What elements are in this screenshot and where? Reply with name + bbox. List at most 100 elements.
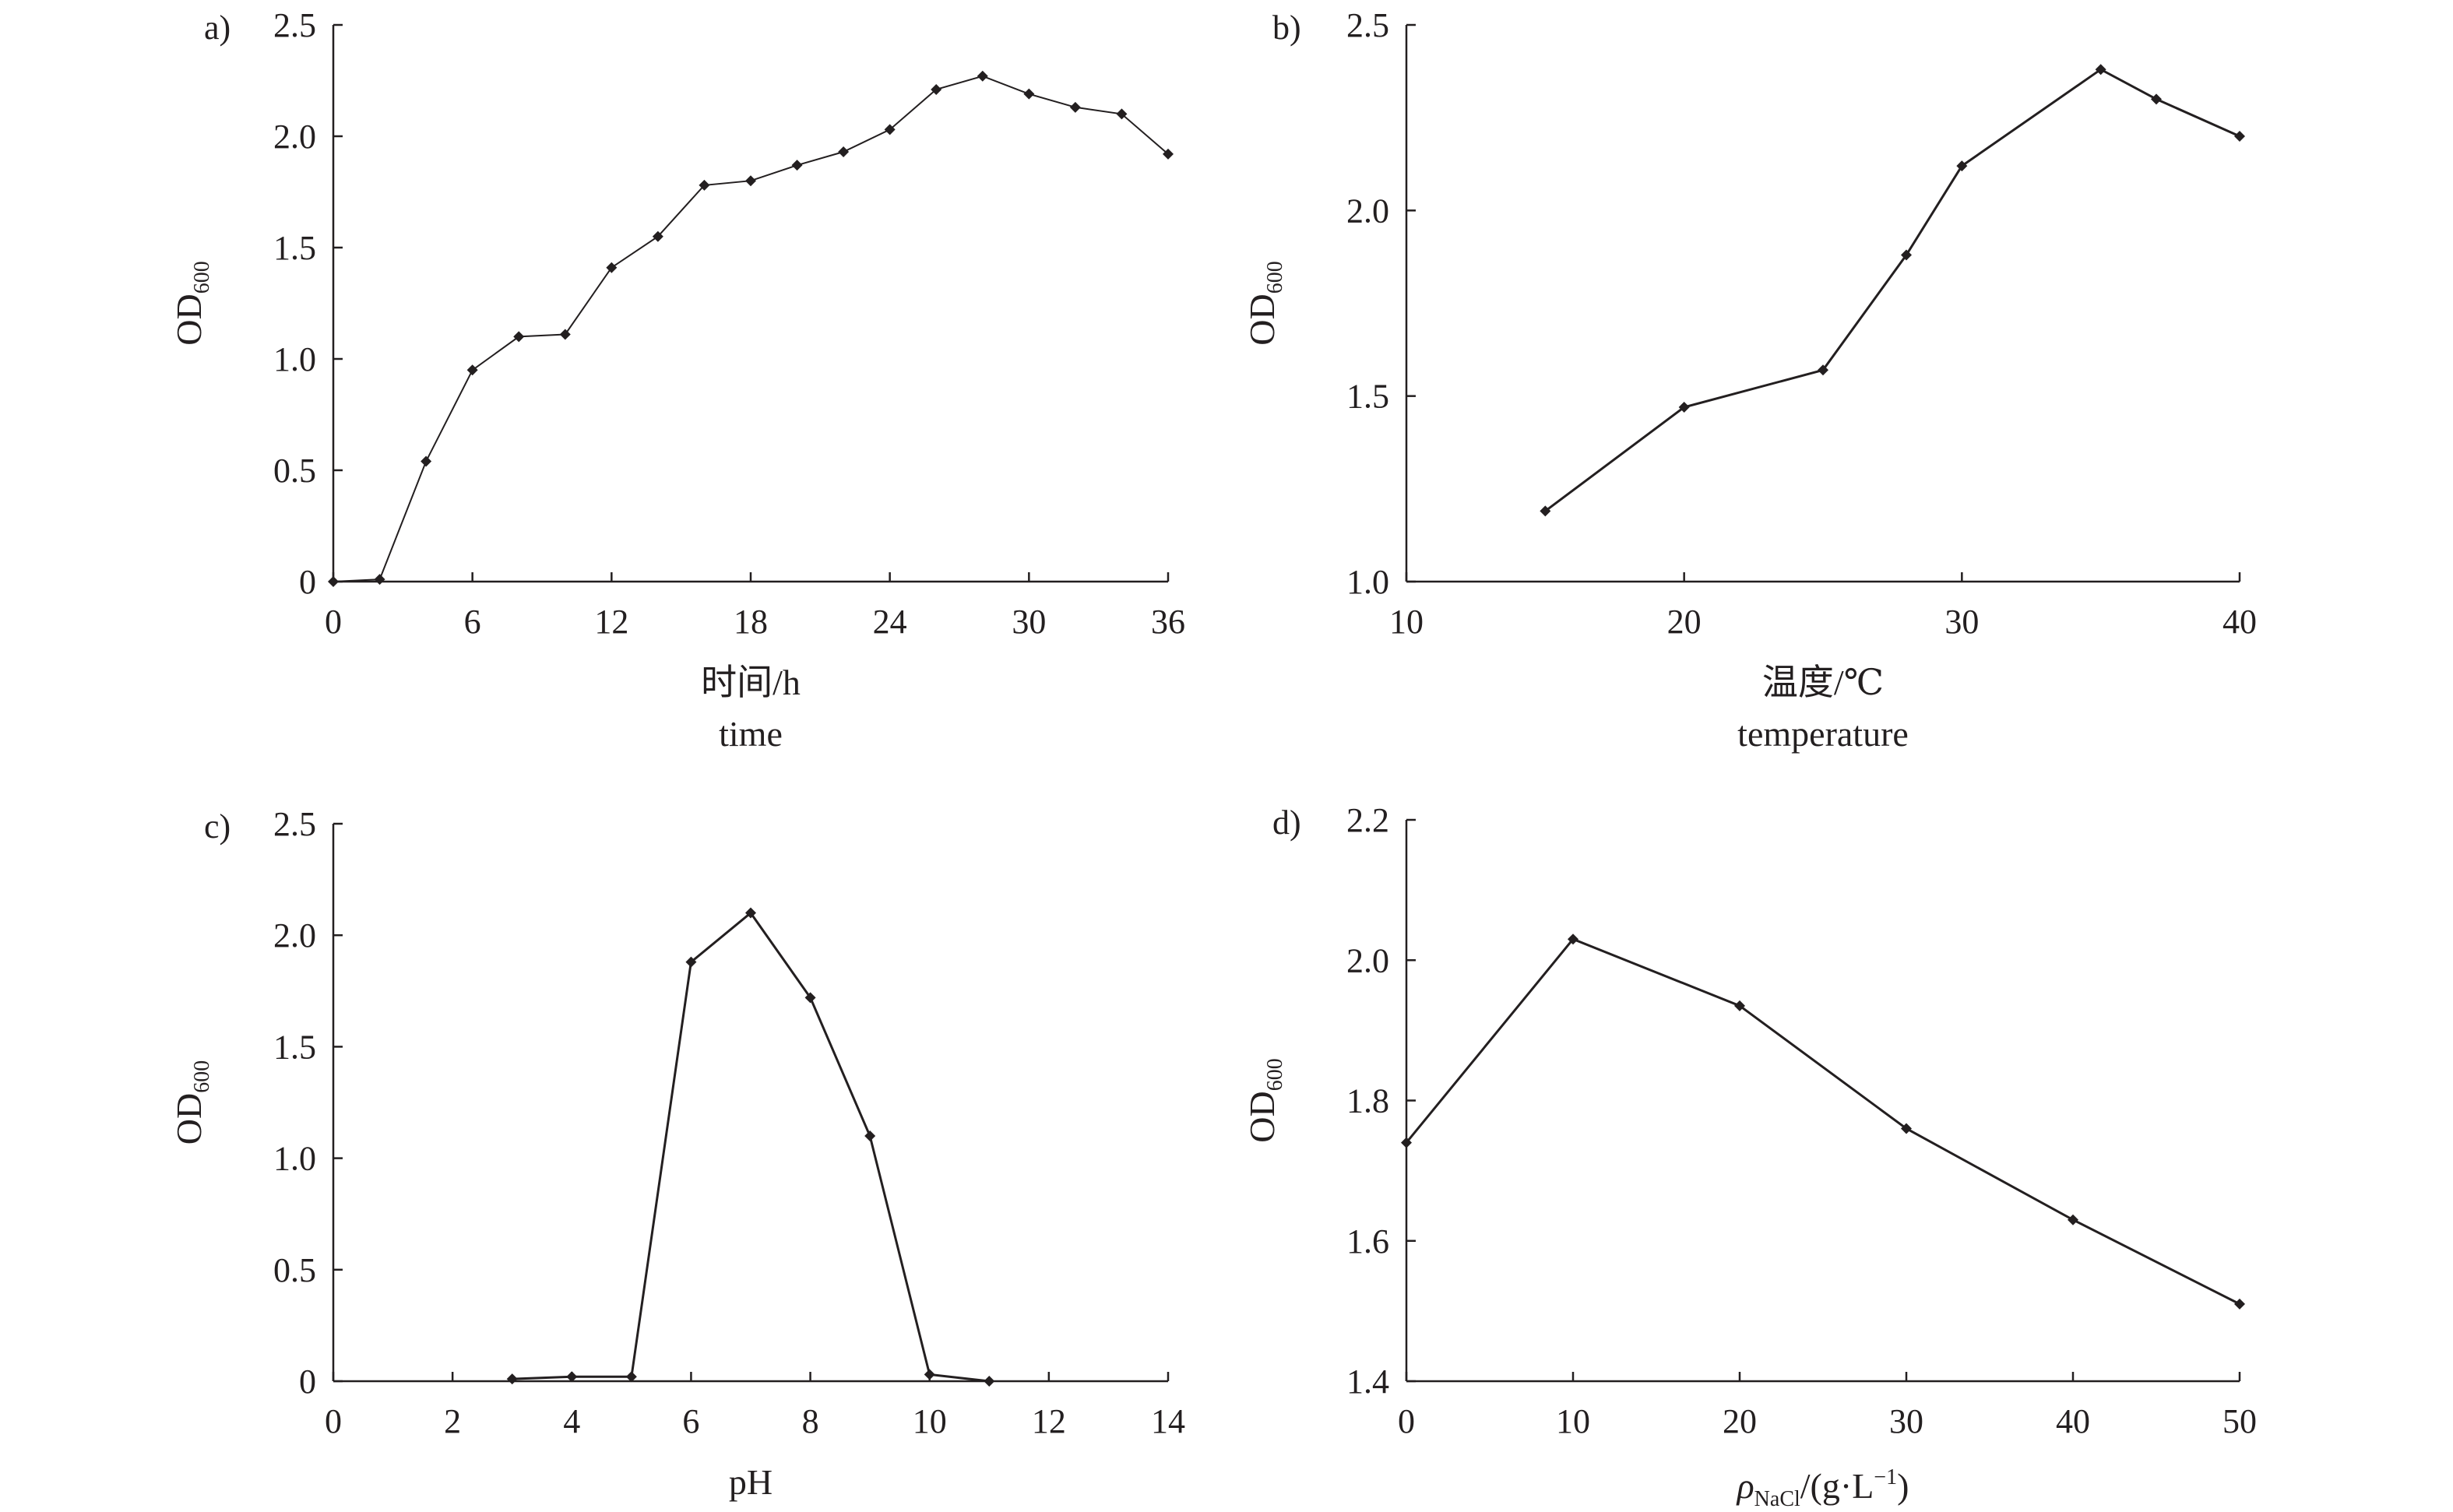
data-point [466, 364, 478, 376]
data-point [625, 1371, 637, 1383]
data-point [884, 124, 896, 135]
x-tick-label: 8 [802, 1402, 819, 1440]
y-axis-title-main: OD [1242, 294, 1282, 345]
data-point [1901, 249, 1912, 261]
panel-label: d) [1272, 803, 1301, 842]
x-tick-label: 18 [734, 603, 768, 641]
panel-d-chart: d) 1.4 1.6 1.8 2.0 2.2 0 10 20 30 40 50 OD600 ρNaCl/(… [1242, 801, 2257, 1511]
data-point [924, 1369, 935, 1380]
data-point [1540, 505, 1551, 517]
x-tick-label: 6 [682, 1402, 699, 1440]
series-line [512, 911, 990, 1383]
data-point [421, 455, 432, 467]
data-point [1818, 364, 1828, 376]
y-axis-title-subscript: 600 [190, 261, 214, 294]
data-point [1023, 88, 1035, 100]
series-line [1544, 68, 2240, 512]
series-line [1405, 937, 2240, 1306]
x-axis-title-close: ) [1897, 1466, 1909, 1506]
y-axis-title: OD600 [1242, 261, 1287, 345]
x-axis-title-superscript: −1 [1874, 1465, 1897, 1489]
x-axis-title: pH [729, 1462, 773, 1502]
data-point [606, 262, 618, 273]
x-tick-label: 10 [1389, 603, 1424, 641]
data-point [804, 992, 816, 1004]
data-point [984, 1376, 995, 1387]
y-tick-label: 1.8 [1346, 1082, 1389, 1120]
data-point [1901, 1123, 1912, 1134]
y-tick-label: 2.2 [1346, 801, 1389, 839]
data-point [864, 1130, 876, 1141]
data-point [1163, 148, 1174, 160]
y-tick-label: 1.5 [273, 229, 316, 267]
x-axis-title-rho: ρ [1736, 1466, 1754, 1506]
data-point [652, 230, 663, 242]
data-point [1734, 1000, 1745, 1011]
y-tick-label: 2.0 [1346, 941, 1389, 979]
y-tick-label: 0 [299, 563, 316, 601]
data-point [328, 576, 339, 587]
x-tick-label: 0 [1398, 1402, 1415, 1440]
data-point [838, 146, 850, 158]
panel-c-chart: c) 0 0.5 1.0 1.5 2.0 2.5 0 2 4 6 8 10 12 14 OD600 pH [169, 805, 1185, 1502]
x-axis-title: ρNaCl/(g·L−1) [1736, 1465, 1909, 1511]
x-axis-title: temperature [1737, 714, 1909, 754]
x-tick-label: 36 [1151, 603, 1185, 641]
x-tick-label: 50 [2222, 1402, 2257, 1440]
series-line [333, 75, 1169, 582]
panel-label: c) [204, 807, 231, 846]
panel-label: a) [204, 9, 231, 47]
x-tick-label: 30 [1012, 603, 1046, 641]
y-axis-title-main: OD [1242, 1091, 1282, 1142]
y-tick-label: 2.0 [273, 118, 316, 156]
y-axis-title: OD600 [169, 261, 214, 345]
data-point [2151, 93, 2162, 105]
x-tick-label: 40 [2056, 1402, 2090, 1440]
data-point [2095, 64, 2106, 76]
y-tick-label: 2.0 [1346, 192, 1389, 230]
x-tick-label: 30 [1944, 603, 1979, 641]
x-tick-label: 30 [1889, 1402, 1923, 1440]
x-tick-label: 10 [1556, 1402, 1590, 1440]
data-point [2234, 131, 2245, 142]
data-point [1678, 401, 1690, 413]
y-tick-label: 1.0 [273, 340, 316, 378]
y-axis-title-subscript: 600 [190, 1060, 214, 1093]
data-point [513, 331, 525, 343]
y-tick-label: 2.5 [1346, 6, 1389, 44]
x-axis-title-unit: /(g·L [1800, 1466, 1874, 1506]
y-tick-label: 0.5 [273, 1251, 316, 1289]
y-tick-label: 1.4 [1346, 1363, 1389, 1401]
data-point [2234, 1298, 2245, 1310]
x-tick-label: 40 [2222, 603, 2257, 641]
y-tick-label: 1.6 [1346, 1222, 1389, 1261]
y-axis-title: OD600 [1242, 1058, 1287, 1142]
panel-label: b) [1272, 9, 1301, 47]
y-axis-title-main: OD [169, 1093, 209, 1145]
data-point [1956, 160, 1968, 172]
y-tick-label: 1.0 [1346, 563, 1389, 601]
data-point [1401, 1137, 1412, 1148]
x-tick-label: 0 [325, 603, 342, 641]
panel-b-chart: b) 1.0 1.5 2.0 2.5 10 20 30 40 OD600 温度/℃ temperatu… [1242, 6, 2257, 754]
data-point [791, 160, 803, 171]
x-tick-label: 0 [325, 1402, 342, 1440]
x-tick-label: 12 [1032, 1402, 1066, 1440]
y-axis-title: OD600 [169, 1060, 214, 1145]
y-tick-label: 2.5 [273, 805, 316, 843]
y-tick-label: 2.5 [273, 6, 316, 44]
data-point [745, 907, 756, 919]
y-axis-title-subscript: 600 [1263, 1058, 1287, 1091]
x-axis-title: 时间/h [701, 663, 801, 702]
x-tick-label: 24 [873, 603, 907, 641]
data-point [374, 574, 385, 585]
data-point [566, 1371, 578, 1383]
x-axis-title-subscript: NaCl [1754, 1487, 1800, 1511]
data-point [506, 1373, 518, 1385]
y-tick-label: 2.0 [273, 916, 316, 955]
x-tick-label: 10 [913, 1402, 947, 1440]
x-tick-label: 14 [1151, 1402, 1185, 1440]
data-point [931, 83, 942, 95]
x-tick-label: 6 [464, 603, 481, 641]
